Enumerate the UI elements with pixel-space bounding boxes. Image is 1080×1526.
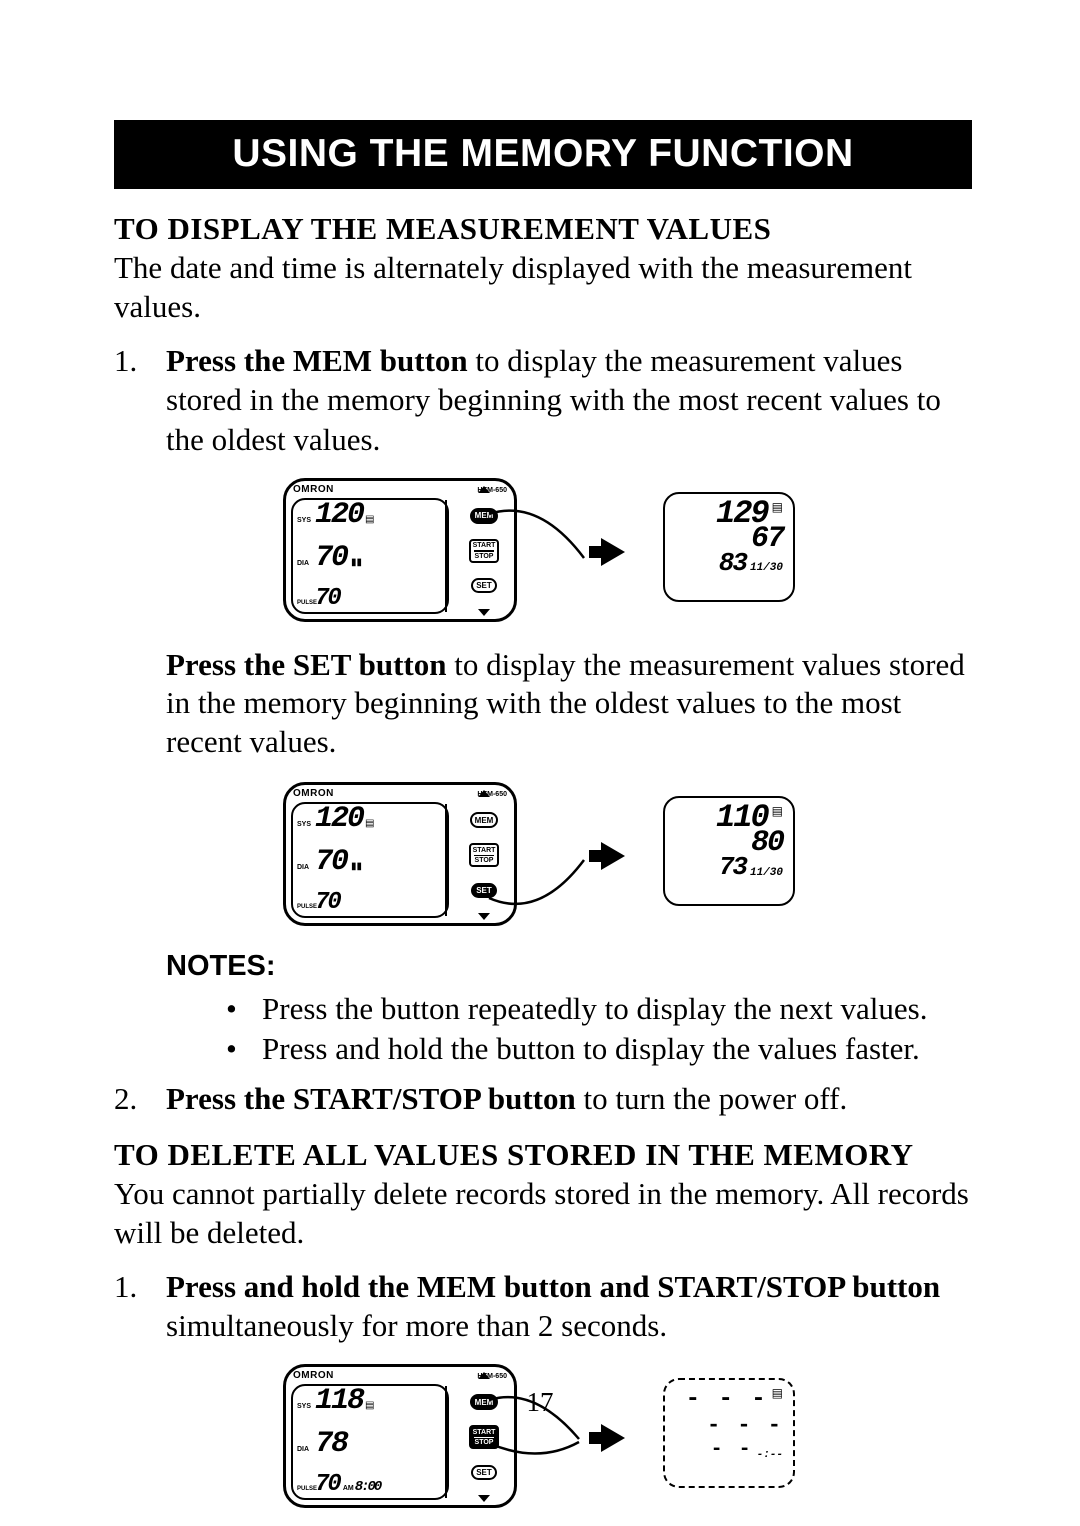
notes-list: Press the button repeatedly to display t… — [166, 989, 972, 1070]
display-steps-list: 1. Press the MEM button to display the m… — [114, 341, 972, 460]
up-arrow-icon — [478, 1372, 490, 1379]
up-arrow-icon — [478, 486, 490, 493]
delete-step-1: 1. Press and hold the MEM button and STA… — [114, 1267, 972, 1346]
down-arrow-icon — [478, 609, 490, 616]
start-stop-button: STARTSTOP — [469, 843, 499, 867]
result-pulse: - - — [711, 1438, 753, 1461]
step-number: 1. — [114, 341, 166, 460]
result-date: -:-- — [757, 1449, 783, 1461]
dia-value: 70 — [315, 546, 347, 572]
set-button-paragraph: Press the SET button to display the meas… — [166, 646, 972, 762]
ampm-label: AM — [343, 1485, 354, 1492]
sys-value: 120 — [315, 503, 363, 529]
mem-start-hold-phrase: Press and hold the MEM button and START/… — [166, 1269, 940, 1304]
page-number: 17 — [0, 1387, 1080, 1418]
arrow-icon — [601, 538, 625, 566]
time-value: 8:00 — [355, 1482, 381, 1494]
step-2-text: Press the START/STOP button to turn the … — [166, 1079, 972, 1119]
note-item: Press and hold the button to display the… — [166, 1029, 972, 1069]
page: USING THE MEMORY FUNCTION TO DISPLAY THE… — [0, 0, 1080, 1526]
pulse-label: PULSE — [297, 600, 315, 606]
startstop-phrase: Press the START/STOP button — [166, 1081, 576, 1116]
result-display: 129▤ 67 8311/30 — [663, 492, 795, 602]
subhead-display-values: TO DISPLAY THE MEASUREMENT VALUES — [114, 211, 972, 247]
bar-icon: ▮▮ — [351, 557, 362, 568]
result-pulse: 83 — [719, 552, 746, 574]
figure-set-button: OMRON HEM-650 SYS120▤ DIA70▮▮ PULSE70 ME… — [114, 772, 972, 932]
result-date: 11/30 — [750, 562, 783, 574]
result-pulse: 73 — [719, 856, 746, 878]
device-screen: SYS120▤ DIA70▮▮ PULSE70 — [293, 804, 447, 916]
figure-delete: OMRON HEM-650 SYS118▤ DIA78 PULSE70AM8:0… — [114, 1354, 972, 1514]
memory-icon: ▤ — [365, 514, 374, 525]
step-1: 1. Press the MEM button to display the m… — [114, 341, 972, 460]
bar-icon: ▮▮ — [351, 861, 362, 872]
intro-paragraph: The date and time is alternately display… — [114, 249, 972, 327]
note-item: Press the button repeatedly to display t… — [166, 989, 972, 1029]
dia-value: 78 — [315, 1432, 347, 1458]
pulse-value: 70 — [315, 1475, 340, 1495]
mem-button-phrase: Press the MEM button — [166, 343, 468, 378]
result-display: 110▤ 80 7311/30 — [663, 796, 795, 906]
result-dia: 67 — [751, 522, 783, 556]
mem-button: MEM — [470, 812, 498, 828]
sys-label: SYS — [297, 821, 315, 828]
pulse-value: 70 — [315, 893, 340, 913]
memory-icon: ▤ — [365, 818, 374, 829]
delete-step-1-text: Press and hold the MEM button and START/… — [166, 1267, 972, 1346]
dia-label: DIA — [297, 1446, 315, 1453]
delete-steps-list: 1. Press and hold the MEM button and STA… — [114, 1267, 972, 1346]
section-title-bar: USING THE MEMORY FUNCTION — [114, 120, 972, 189]
dia-label: DIA — [297, 560, 315, 567]
pulse-value: 70 — [315, 589, 340, 609]
result-date: 11/30 — [750, 867, 783, 879]
dia-value: 70 — [315, 850, 347, 876]
subhead-delete-values: TO DELETE ALL VALUES STORED IN THE MEMOR… — [114, 1137, 972, 1173]
dia-label: DIA — [297, 864, 315, 871]
up-arrow-icon — [478, 790, 490, 797]
sys-value: 120 — [315, 807, 363, 833]
brand-label: OMRON — [293, 788, 334, 799]
step-2-rest: to turn the power off. — [576, 1081, 847, 1116]
step-number: 2. — [114, 1079, 166, 1119]
device-screen: SYS120▤ DIA70▮▮ PULSE70 — [293, 500, 447, 612]
memory-icon: ▤ — [772, 500, 783, 515]
step-number: 1. — [114, 1267, 166, 1346]
brand-label: OMRON — [293, 1370, 334, 1381]
figure-mem-button: OMRON HEM-650 SYS120▤ DIA70▮▮ PULSE70 ME… — [114, 468, 972, 628]
display-step-2: 2. Press the START/STOP button to turn t… — [114, 1079, 972, 1119]
memory-icon: ▤ — [772, 804, 783, 819]
brand-label: OMRON — [293, 484, 334, 495]
result-dia: 80 — [751, 826, 783, 860]
down-arrow-icon — [478, 1495, 490, 1502]
arrow-icon — [601, 842, 625, 870]
step-1-text: Press the MEM button to display the meas… — [166, 341, 972, 460]
set-button-phrase: Press the SET button — [166, 647, 447, 682]
pointer-line — [489, 890, 609, 955]
delete-intro-paragraph: You cannot partially delete records stor… — [114, 1175, 972, 1253]
delete-step-1-rest: simultaneously for more than 2 seconds. — [166, 1308, 667, 1343]
pulse-label: PULSE — [297, 1486, 315, 1492]
sys-label: SYS — [297, 517, 315, 524]
arrow-icon — [601, 1424, 625, 1452]
pulse-label: PULSE — [297, 904, 315, 910]
step-2: 2. Press the START/STOP button to turn t… — [114, 1079, 972, 1119]
